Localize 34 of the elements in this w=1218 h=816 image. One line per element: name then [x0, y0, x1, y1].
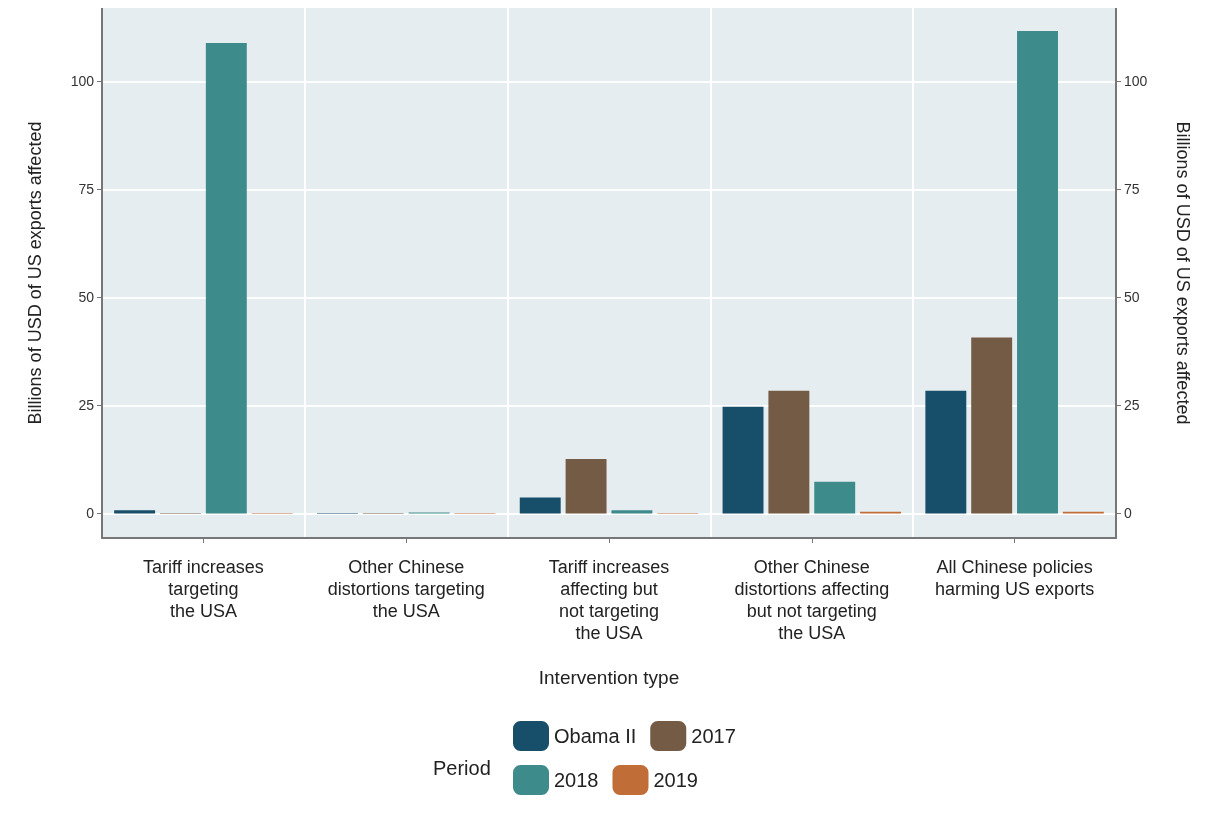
bar — [971, 337, 1013, 514]
x-tick-label: Other Chinese distortions targeting the USA — [327, 557, 485, 621]
legend-label: 2017 — [691, 725, 736, 747]
bar — [611, 510, 653, 514]
y-axis-title: Billions of USD of US exports affected — [25, 121, 45, 425]
y-tick-label: 25 — [78, 397, 95, 414]
bar — [925, 390, 967, 514]
y2-tick-label: 25 — [1124, 397, 1140, 414]
x-tick-label: Tariff increases targeting the USA — [143, 557, 264, 621]
legend-label: 2018 — [554, 769, 599, 791]
legend-label: Obama II — [554, 725, 637, 747]
y2-tick-label: 100 — [1124, 73, 1148, 90]
legend-label: 2019 — [653, 769, 698, 791]
y-tick-label: 0 — [86, 505, 95, 522]
legend-title: Period — [433, 757, 491, 779]
x-tick-label: All Chinese policies harming US exports — [935, 557, 1095, 599]
y2-axis-title: Billions of USD of US exports affected — [1173, 121, 1193, 425]
bar — [519, 497, 561, 514]
y2-tick-label: 75 — [1124, 181, 1140, 198]
bar — [565, 458, 607, 514]
x-tick-label: Tariff increases affecting but not targeting the USA — [548, 557, 670, 643]
bar — [114, 510, 156, 514]
bar — [205, 42, 247, 514]
bar — [768, 390, 810, 514]
bar — [814, 481, 856, 514]
y-tick-label: 100 — [70, 73, 95, 90]
y-tick-label: 50 — [78, 289, 95, 306]
y2-tick-label: 0 — [1124, 505, 1132, 522]
bar — [1017, 30, 1058, 514]
y2-tick-label: 50 — [1124, 289, 1140, 306]
y-tick-label: 75 — [78, 181, 95, 198]
x-axis-title: Intervention type — [538, 667, 680, 688]
x-tick-label: Other Chinese distortions affecting but not targeting the USA — [734, 557, 890, 643]
bar — [722, 406, 764, 514]
